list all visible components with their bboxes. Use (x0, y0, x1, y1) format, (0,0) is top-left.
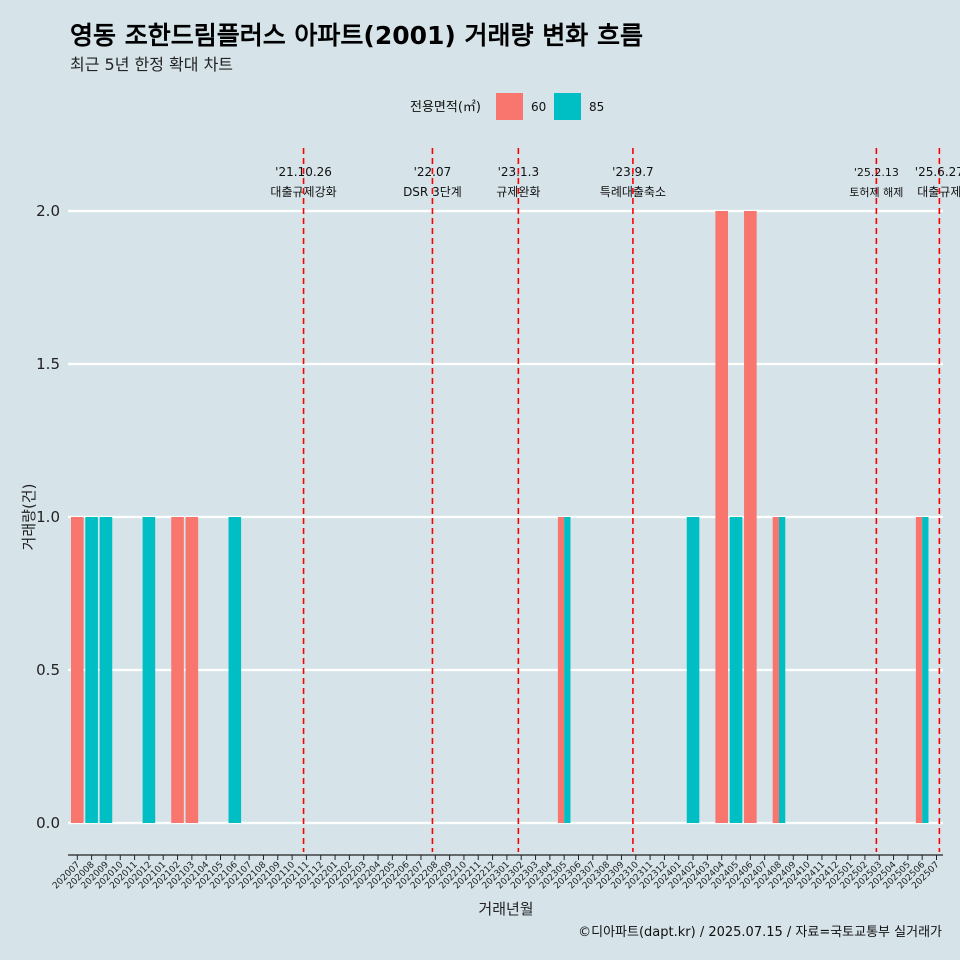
bars (71, 211, 929, 823)
bar-85-202305 (564, 517, 571, 823)
events: '21.10.26 대출규제강화 '22.07 DSR 3단계 '23.1.3 규제완화 '… (270, 148, 960, 852)
bar-60-202305 (557, 517, 565, 823)
event-date: '23.1.3 (498, 165, 539, 179)
y-tick-label: 1.0 (36, 508, 60, 526)
legend-label-60: 60 (531, 100, 546, 114)
grid (68, 209, 943, 825)
chart-subtitle: 최근 5년 한정 확대 차트 (70, 55, 233, 74)
bar-60-202103 (185, 517, 199, 823)
bar-85-202402 (686, 517, 700, 823)
event-label: 토허제 해제 (849, 185, 903, 199)
bar-60-202102 (171, 517, 184, 823)
bar-60-202406 (744, 211, 757, 823)
y-ticks: 0.0 0.5 1.0 1.5 2.0 (36, 202, 60, 832)
y-axis-label: 거래량(건) (20, 484, 38, 551)
event-label: 대출규제강화 (270, 185, 336, 199)
event-label: 대출규제 (917, 185, 960, 199)
legend-swatch-60 (496, 93, 523, 120)
bar-60-202007 (71, 517, 84, 823)
x-axis: 2020072020082020092020102020112020122021… (51, 854, 943, 891)
event-date: '25.6.27 (915, 165, 960, 179)
legend: 전용면적(㎡) 60 85 (410, 93, 604, 120)
legend-title: 전용면적(㎡) (410, 100, 481, 115)
bar-60-202404 (715, 211, 728, 823)
event-date: '21.10.26 (275, 165, 332, 179)
y-tick-label: 1.5 (36, 355, 60, 373)
y-tick-label: 0.5 (36, 661, 60, 679)
event-label: DSR 3단계 (403, 185, 462, 199)
x-axis-label: 거래년월 (478, 900, 533, 918)
event-date: '23.9.7 (612, 165, 653, 179)
y-tick-label: 2.0 (36, 202, 60, 220)
y-tick-label: 0.0 (36, 814, 60, 832)
bar-85-202012 (142, 517, 156, 823)
bar-85-202106 (228, 517, 242, 823)
bar-85-202009 (99, 517, 113, 823)
event-label: 규제완화 (496, 185, 540, 199)
bar-60-202506 (915, 517, 923, 823)
bar-85-202506 (922, 517, 929, 823)
chart-title: 영동 조한드림플러스 아파트(2001) 거래량 변화 흐름 (70, 21, 643, 50)
legend-swatch-85 (554, 93, 581, 120)
event-date: '25.2.13 (854, 166, 899, 179)
bar-85-202008 (85, 517, 98, 823)
bar-85-202408 (778, 517, 786, 823)
legend-label-85: 85 (589, 100, 604, 114)
event-label: 특례대출축소 (600, 185, 666, 199)
bar-60-202408 (772, 517, 779, 823)
bar-85-202405 (729, 517, 743, 823)
event-date: '22.07 (414, 165, 452, 179)
caption: ©디아파트(dapt.kr) / 2025.07.15 / 자료=국토교통부 실… (578, 925, 942, 940)
